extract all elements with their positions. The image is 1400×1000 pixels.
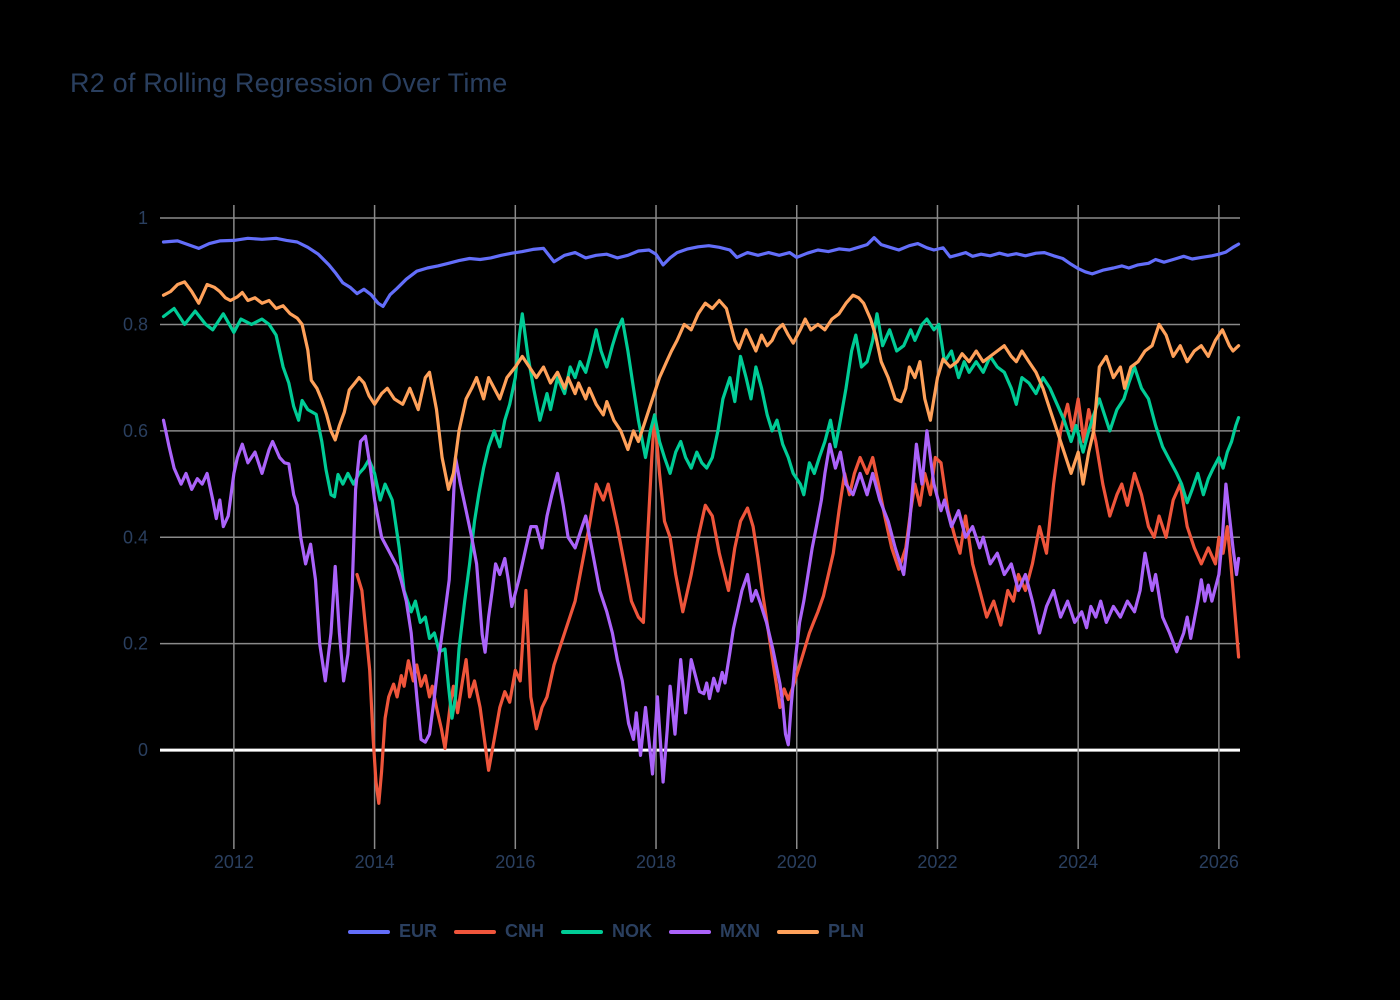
legend-label: PLN bbox=[828, 921, 865, 941]
y-tick-label: 1 bbox=[138, 208, 148, 228]
x-tick-label: 2018 bbox=[636, 852, 676, 872]
legend-swatch-CNH bbox=[454, 929, 497, 934]
series-line-NOK bbox=[161, 306, 1241, 720]
legend-item-NOK[interactable]: NOK bbox=[561, 921, 652, 942]
legend: EUR CNH NOK MXN PLN bbox=[348, 921, 864, 942]
legend-swatch-MXN bbox=[669, 929, 712, 934]
legend-item-PLN[interactable]: PLN bbox=[777, 921, 864, 942]
series-line-CNH bbox=[355, 397, 1241, 805]
legend-item-MXN[interactable]: MXN bbox=[669, 921, 760, 942]
legend-label: EUR bbox=[399, 921, 438, 941]
y-tick-label: 0 bbox=[138, 740, 148, 760]
legend-swatch-PLN bbox=[777, 929, 820, 934]
y-tick-label: 0.8 bbox=[123, 314, 148, 334]
gridlines bbox=[160, 205, 1240, 849]
chart-title: R2 of Rolling Regression Over Time bbox=[70, 68, 508, 98]
x-tick-label: 2012 bbox=[214, 852, 254, 872]
y-tick-label: 0.2 bbox=[123, 634, 148, 654]
legend-item-EUR[interactable]: EUR bbox=[348, 921, 437, 942]
legend-swatch-EUR bbox=[348, 929, 390, 934]
x-tick-label: 2016 bbox=[495, 852, 535, 872]
y-tick-label: 0.6 bbox=[123, 421, 148, 441]
series-line-MXN bbox=[161, 418, 1241, 784]
legend-swatch-NOK bbox=[561, 929, 604, 934]
x-tick-label: 2026 bbox=[1199, 852, 1239, 872]
x-tick-label: 2024 bbox=[1058, 852, 1098, 872]
x-tick-label: 2014 bbox=[355, 852, 395, 872]
legend-label: NOK bbox=[612, 921, 653, 941]
series-line-PLN bbox=[161, 280, 1241, 491]
legend-item-CNH[interactable]: CNH bbox=[454, 921, 544, 942]
y-tick-label: 0.4 bbox=[123, 527, 148, 547]
x-tick-label: 2022 bbox=[917, 852, 957, 872]
legend-label: MXN bbox=[720, 921, 761, 941]
legend-label: CNH bbox=[505, 921, 545, 941]
x-tick-label: 2020 bbox=[777, 852, 817, 872]
series-line-EUR bbox=[161, 236, 1241, 308]
